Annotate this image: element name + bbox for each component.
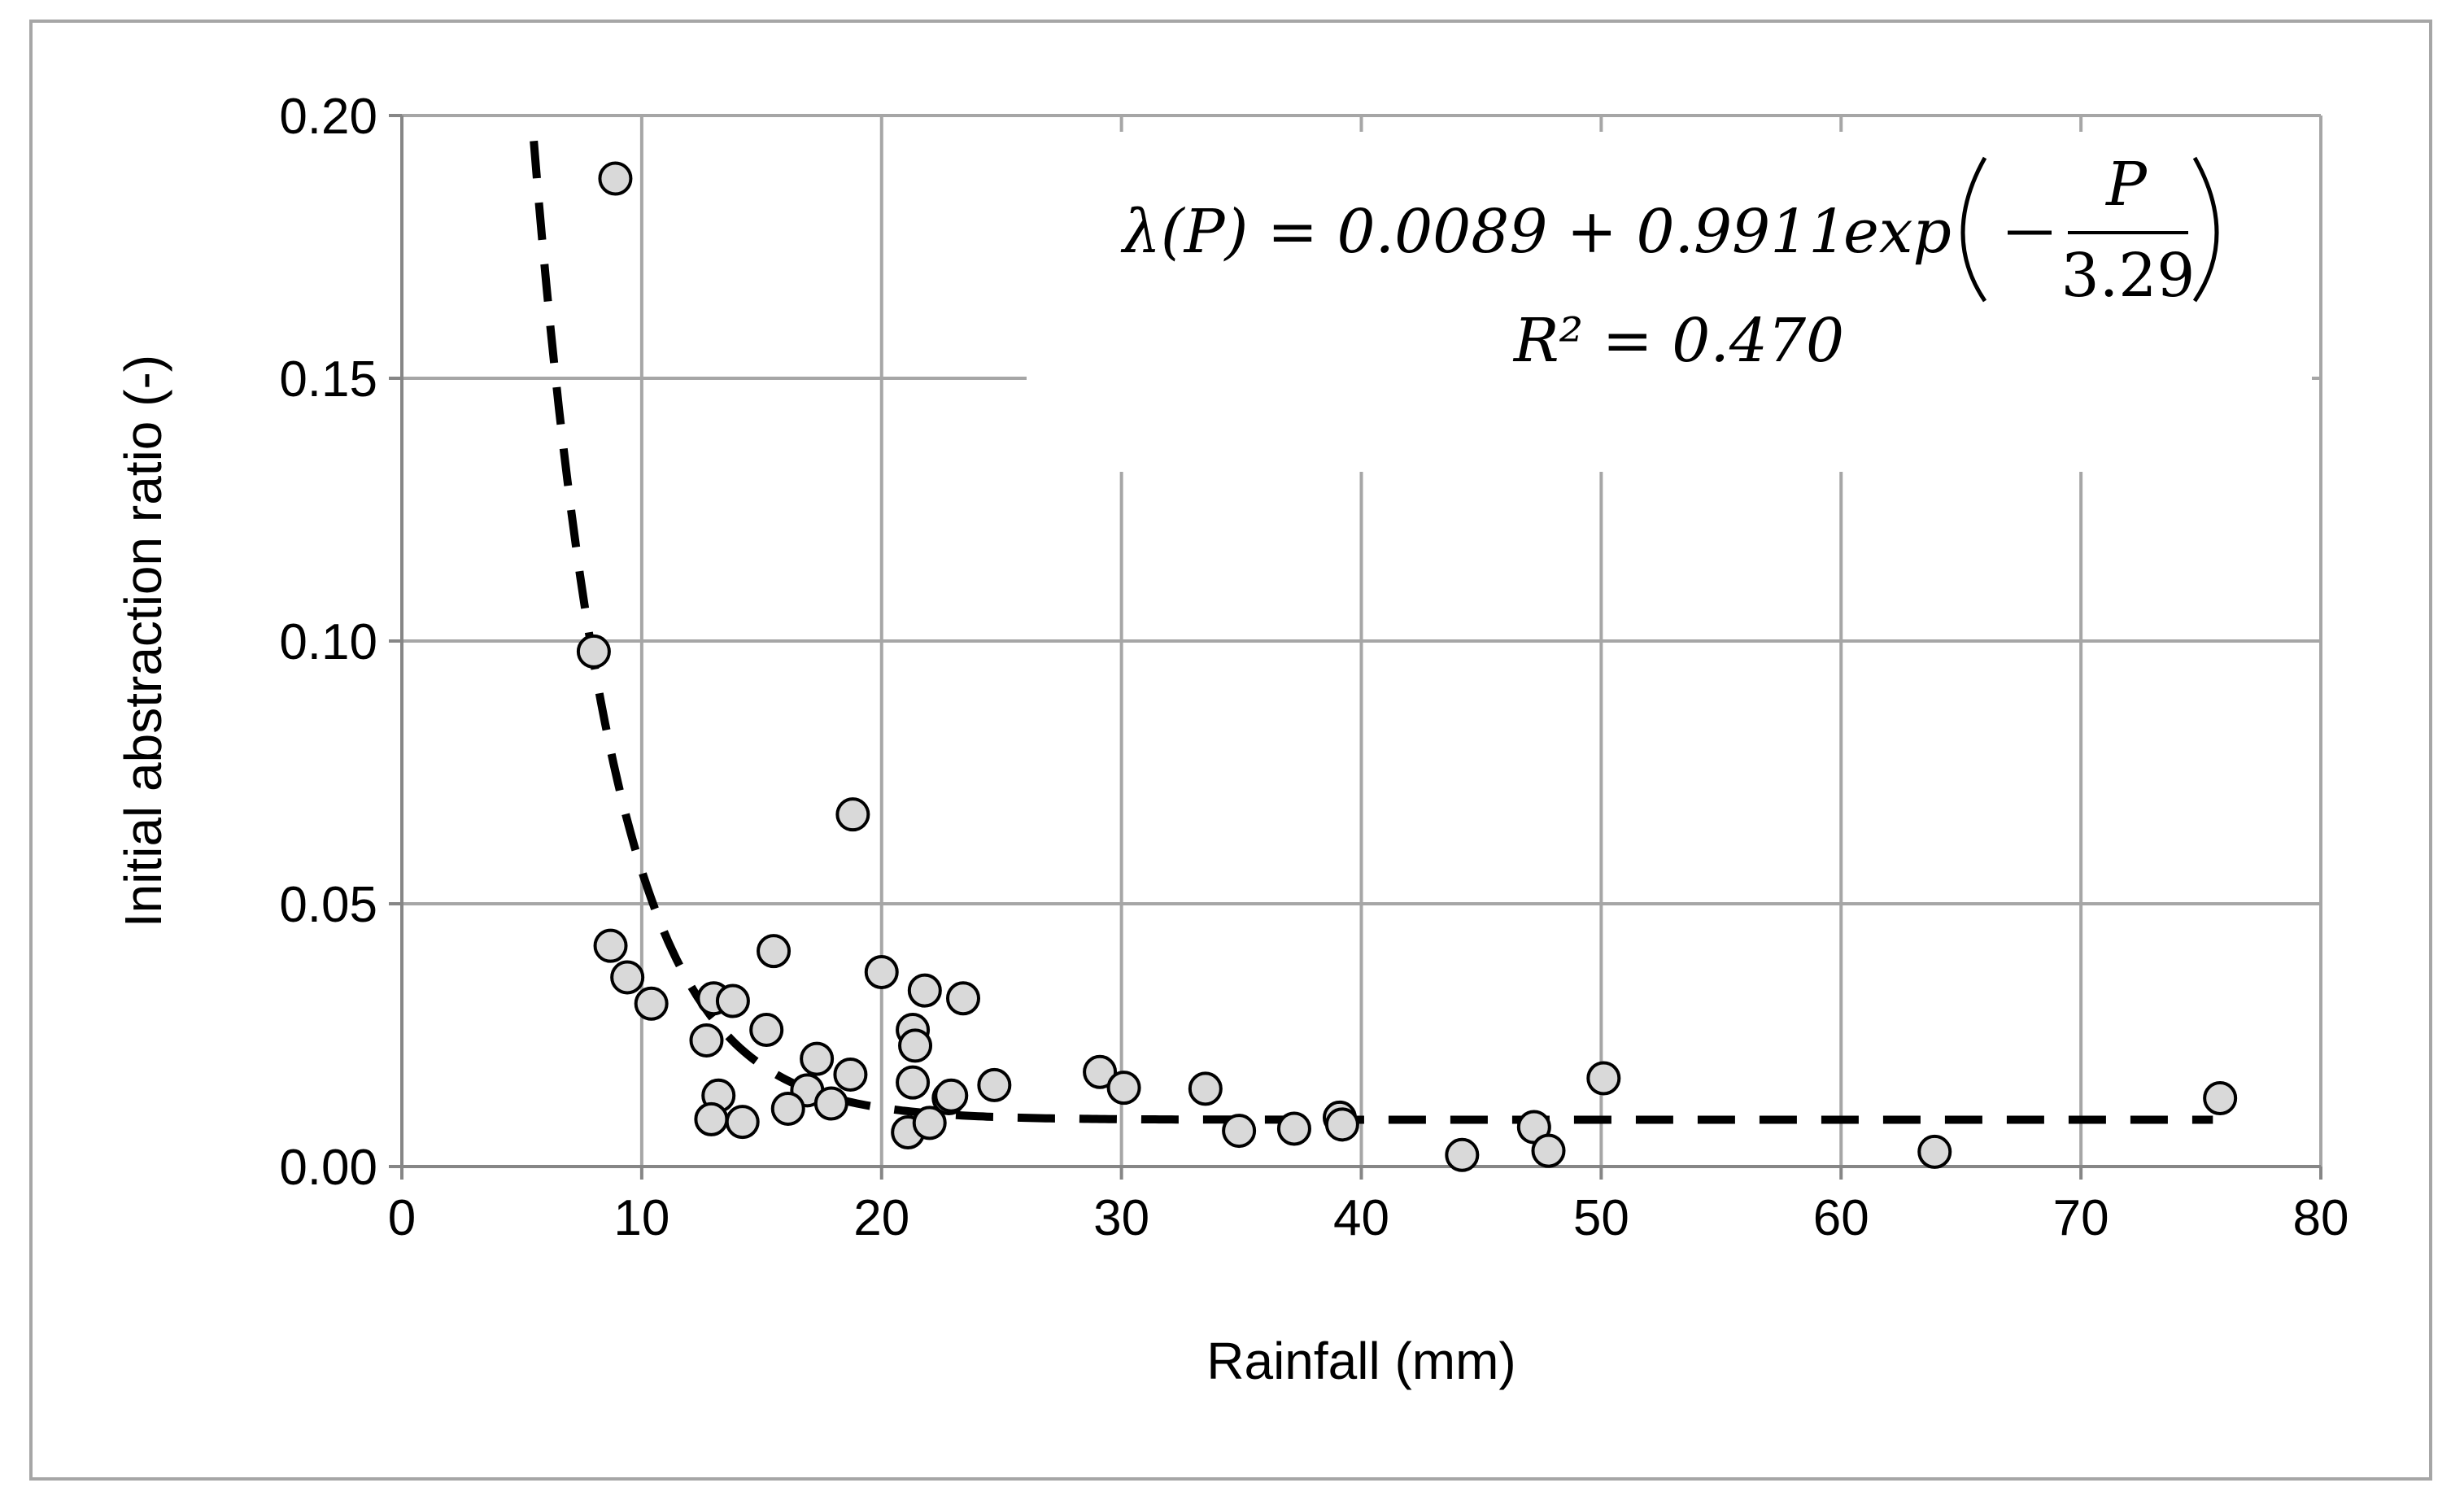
y-axis-title: Initial abstraction ratio (-)	[114, 355, 172, 927]
equation-exp: exp	[1843, 197, 1952, 267]
data-point	[800, 1041, 835, 1076]
axes	[389, 114, 2322, 1180]
data-point	[833, 1057, 868, 1092]
y-tick-label: 0.05	[279, 877, 377, 933]
x-tick-label: 30	[1093, 1190, 1149, 1246]
data-point	[770, 1091, 805, 1126]
data-point	[1188, 1071, 1223, 1106]
data-point	[1106, 1071, 1141, 1106]
data-point	[813, 1086, 848, 1121]
r-squared: R² = 0.470	[1512, 306, 1844, 376]
data-point	[912, 1106, 947, 1140]
x-tick-label: 20	[853, 1190, 909, 1246]
y-tick-label: 0.10	[279, 614, 377, 670]
data-point	[610, 960, 645, 995]
data-point	[598, 161, 633, 196]
data-point	[1445, 1137, 1480, 1172]
equation-background	[1027, 132, 2312, 472]
x-tick-label: 0	[388, 1190, 416, 1246]
x-tick-label: 10	[613, 1190, 669, 1246]
data-point	[1917, 1134, 1952, 1169]
equation-lhs: λ(P) = 0.0089 + 0.9911	[1120, 197, 1847, 267]
data-point	[1083, 1054, 1118, 1089]
x-tick-label: 80	[2293, 1190, 2349, 1246]
data-point	[593, 928, 628, 963]
tick-labels: 0 10 20 30 40 50 60 70 80 0.00 0.05 0.10 0.15 0.20	[279, 89, 2348, 1246]
data-point	[907, 973, 942, 1008]
data-point	[576, 634, 611, 669]
x-axis-title: Rainfall (mm)	[1206, 1332, 1515, 1390]
data-point	[946, 981, 981, 1016]
data-point	[694, 1101, 729, 1136]
data-point	[725, 1105, 760, 1140]
data-point	[715, 983, 750, 1018]
equation-left-paren	[1960, 156, 1987, 303]
data-point	[1222, 1114, 1257, 1149]
data-point	[934, 1078, 969, 1113]
data-point	[1531, 1133, 1566, 1168]
data-point	[749, 1013, 784, 1048]
data-point	[896, 1065, 931, 1100]
data-point	[2203, 1081, 2238, 1116]
data-point	[689, 1023, 724, 1058]
data-point	[634, 986, 669, 1021]
x-tick-label: 40	[1333, 1190, 1389, 1246]
x-tick-label: 70	[2053, 1190, 2109, 1246]
data-point	[757, 934, 792, 969]
equation-right-paren	[2192, 156, 2219, 303]
equation-numerator: P	[2104, 150, 2148, 220]
y-tick-label: 0.15	[279, 351, 377, 408]
data-point	[1586, 1061, 1621, 1096]
data-point	[898, 1028, 933, 1063]
fit-equation: λ(P) = 0.0089 + 0.9911 exp P 3.29 R² = 0…	[1120, 150, 2219, 376]
data-points	[576, 161, 2238, 1172]
data-point	[977, 1067, 1012, 1102]
data-point	[1276, 1111, 1311, 1146]
data-point	[864, 954, 899, 989]
data-point	[1324, 1107, 1359, 1142]
y-tick-label: 0.20	[279, 89, 377, 145]
y-tick-label: 0.00	[279, 1140, 377, 1196]
data-point	[835, 797, 870, 832]
x-tick-label: 60	[1813, 1190, 1869, 1246]
x-tick-label: 50	[1573, 1190, 1629, 1246]
equation-denominator: 3.29	[2061, 241, 2196, 311]
